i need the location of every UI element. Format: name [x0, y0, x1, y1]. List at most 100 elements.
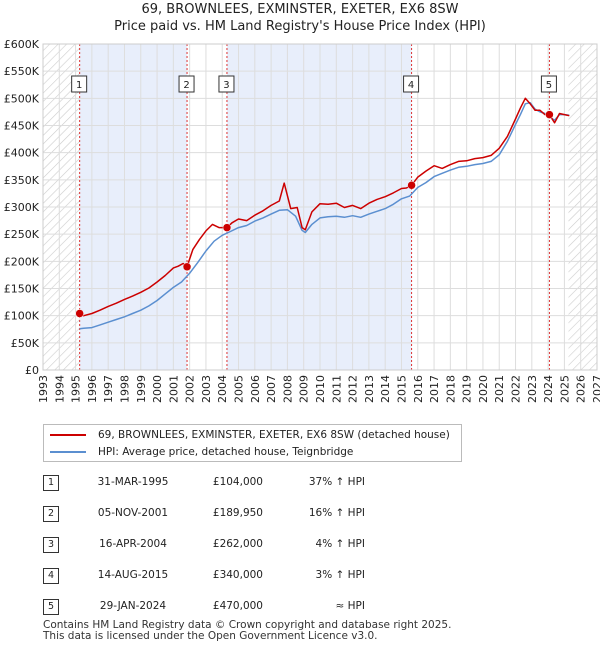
x-tick-label: 2007: [265, 375, 278, 403]
chart-subtitle: Price paid vs. HM Land Registry's House …: [114, 19, 486, 34]
table-row: 2 05-NOV-2001 £189,950 16% ↑ HPI: [43, 506, 463, 524]
x-tick-label: 2013: [363, 375, 376, 403]
legend-property-label: 69, BROWNLEES, EXMINSTER, EXETER, EX6 8S…: [98, 429, 450, 441]
x-tick-label: 2023: [526, 375, 539, 403]
transaction-label-box: [540, 75, 557, 93]
y-tick-label: £500K: [4, 92, 40, 105]
footer-note: Contains HM Land Registry data © Crown c…: [43, 620, 451, 642]
x-tick-label: 2024: [542, 375, 555, 403]
x-tick-label: 2010: [314, 375, 327, 403]
transaction-date: 31-MAR-1995: [97, 476, 169, 488]
y-tick-label: £150K: [4, 283, 40, 296]
x-tick-label: 2009: [298, 375, 311, 403]
x-tick-label: 2019: [461, 375, 474, 403]
plot-frame: [42, 43, 598, 371]
x-tick-label: 2022: [510, 375, 523, 403]
transaction-date: 14-AUG-2015: [97, 569, 169, 581]
x-tick-label: 2025: [558, 375, 571, 403]
table-row: 5 29-JAN-2024 £470,000 ≈ HPI: [43, 599, 463, 617]
transaction-date: 16-APR-2004: [99, 538, 167, 550]
x-tick-label: 2002: [184, 375, 197, 403]
transaction-hpi: 4% ↑ HPI: [315, 538, 365, 550]
footer-licence: This data is licensed under the Open Gov…: [43, 630, 378, 642]
x-tick-label: 2016: [412, 375, 425, 403]
footer-copyright: Contains HM Land Registry data © Crown c…: [43, 619, 452, 631]
transaction-number: 3: [43, 537, 59, 553]
sale-point: [75, 309, 84, 318]
x-tick-label: 1994: [53, 375, 66, 403]
x-tick-label: 2021: [493, 375, 506, 403]
transaction-hpi: 37% ↑ HPI: [308, 476, 365, 488]
legend-red-line: [50, 434, 86, 436]
transaction-date: 29-JAN-2024: [99, 600, 167, 612]
y-tick-label: £50K: [11, 337, 40, 350]
y-tick-label: £350K: [4, 174, 40, 187]
hpi-line: [79, 101, 570, 330]
x-tick-label: 2027: [591, 375, 600, 403]
x-tick-label: 2011: [330, 375, 343, 403]
x-tick-label: 2012: [347, 375, 360, 403]
x-tick-label: 1995: [70, 375, 83, 403]
x-tick-label: 1997: [102, 375, 115, 403]
transaction-label-number: 5: [546, 80, 552, 91]
chart-title: 69, BROWNLEES, EXMINSTER, EXETER, EX6 8S…: [141, 2, 459, 17]
transaction-date: 05-NOV-2001: [97, 507, 169, 519]
y-tick-label: £0: [25, 364, 39, 377]
y-tick-label: £300K: [4, 201, 40, 214]
transaction-hpi: 3% ↑ HPI: [315, 569, 365, 581]
x-tick-label: 2014: [379, 375, 392, 403]
table-row: 4 14-AUG-2015 £340,000 3% ↑ HPI: [43, 568, 463, 586]
x-tick-label: 2020: [477, 375, 490, 403]
y-tick-label: £100K: [4, 310, 40, 323]
x-tick-label: 2000: [151, 375, 164, 403]
x-tick-label: 2015: [395, 375, 408, 403]
transaction-number: 5: [43, 599, 59, 615]
x-tick-label: 2026: [575, 375, 588, 403]
y-tick-label: £450K: [4, 120, 40, 133]
transaction-price: £262,000: [212, 538, 263, 550]
transaction-label-number: 1: [76, 80, 82, 91]
y-tick-label: £600K: [4, 38, 40, 51]
transaction-price: £470,000: [212, 600, 263, 612]
transaction-hpi: ≈ HPI: [335, 600, 365, 612]
transaction-number: 1: [43, 475, 59, 491]
sale-point: [222, 223, 232, 232]
transaction-label-number: 2: [183, 80, 189, 91]
x-tick-label: 2005: [233, 375, 246, 403]
transaction-label-box: [218, 75, 235, 93]
transaction-price: £340,000: [212, 569, 263, 581]
chart-legend: 69, BROWNLEES, EXMINSTER, EXETER, EX6 8S…: [43, 424, 462, 462]
legend-blue-line: [50, 451, 86, 453]
transaction-label-number: 3: [223, 80, 229, 91]
y-tick-label: £250K: [4, 228, 40, 241]
transaction-label-box: [178, 75, 195, 93]
x-tick-label: 2008: [281, 375, 294, 403]
price-chart: 1 2 3 4 5 £0 £50K £100K £150K £200K £250K £300K £35…: [4, 38, 600, 403]
table-row: 1 31-MAR-1995 £104,000 37% ↑ HPI: [43, 475, 463, 493]
transaction-price: £189,950: [212, 507, 263, 519]
legend-hpi-label: HPI: Average price, detached house, Teig…: [98, 446, 354, 458]
transaction-number: 4: [43, 568, 59, 584]
y-tick-label: £400K: [4, 147, 40, 160]
sale-point: [407, 181, 416, 190]
transaction-number: 2: [43, 506, 59, 522]
x-tick-label: 2006: [249, 375, 262, 403]
transaction-price: £104,000: [212, 476, 263, 488]
x-tick-label: 2004: [216, 375, 229, 403]
x-tick-label: 1998: [118, 375, 131, 403]
x-tick-label: 2003: [200, 375, 213, 403]
y-tick-label: £200K: [4, 255, 40, 268]
x-tick-label: 1996: [86, 375, 99, 403]
property-price-line: [79, 97, 570, 317]
sale-point: [545, 110, 554, 119]
transaction-label-number: 4: [408, 80, 414, 91]
x-tick-label: 2018: [444, 375, 457, 403]
transaction-label-box: [403, 75, 420, 93]
transaction-label-box: [71, 75, 88, 93]
table-row: 3 16-APR-2004 £262,000 4% ↑ HPI: [43, 537, 463, 555]
x-tick-label: 2001: [167, 375, 180, 403]
y-tick-label: £550K: [4, 65, 40, 78]
legend-item-hpi: HPI: Average price, detached house, Teig…: [50, 444, 353, 460]
transaction-hpi: 16% ↑ HPI: [308, 507, 365, 519]
x-tick-label: 1999: [135, 375, 148, 403]
